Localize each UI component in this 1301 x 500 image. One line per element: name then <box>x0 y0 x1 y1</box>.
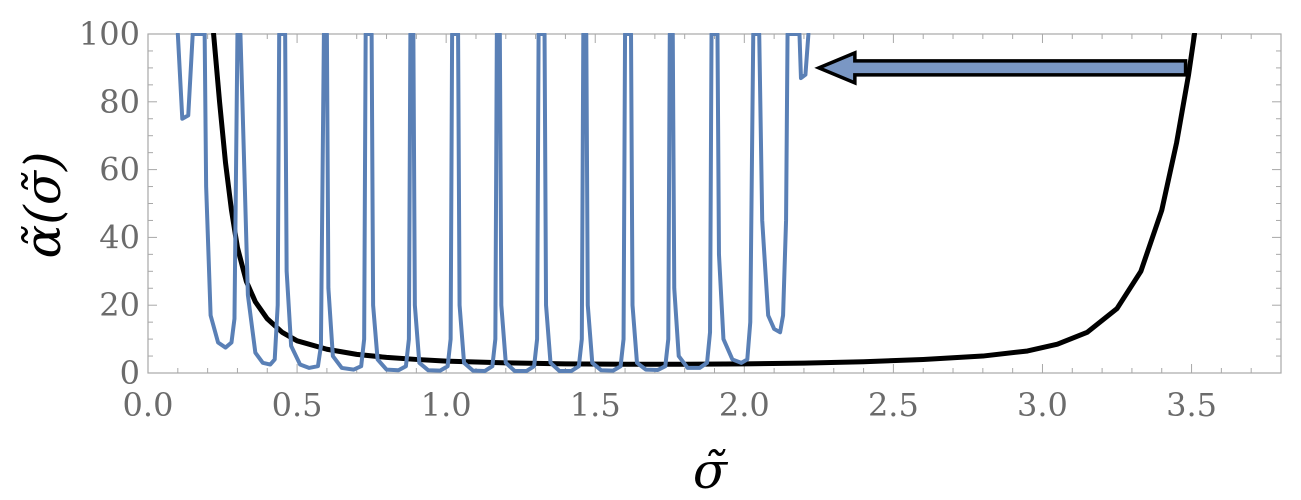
y-tick-label: 100 <box>79 15 140 53</box>
annotation-layer <box>814 50 1188 86</box>
series-layer <box>175 33 1198 373</box>
series-line-black <box>211 33 1198 367</box>
tick-labels: 0.0 0.5 1.0 1.5 2.0 2.5 3.0 3.5 0 20 40 60 80 100 <box>79 15 1217 424</box>
y-tick-label: 0 <box>120 354 140 392</box>
axis-titles: σ̃ α̃(σ̃) <box>14 152 729 500</box>
x-tick-label: 2.0 <box>719 386 770 424</box>
x-tick-label: 2.5 <box>868 386 919 424</box>
x-tick-label: 3.0 <box>1017 386 1068 424</box>
arrow-annotation <box>814 50 1188 86</box>
axis-ticks <box>147 33 1282 374</box>
y-axis-title: α̃(σ̃) <box>14 152 72 259</box>
y-tick-label: 60 <box>99 151 140 189</box>
y-tick-label: 80 <box>99 83 140 121</box>
y-tick-label: 40 <box>99 218 140 256</box>
y-tick-label: 20 <box>99 286 140 324</box>
x-tick-label: 3.5 <box>1166 386 1217 424</box>
series-line-blue <box>175 33 811 373</box>
plot-frame-rect <box>147 33 1282 374</box>
plot-frame <box>147 33 1282 374</box>
x-axis-title: σ̃ <box>693 442 729 500</box>
x-tick-label: 1.0 <box>421 386 472 424</box>
x-tick-label: 1.5 <box>570 386 621 424</box>
x-tick-label: 0.5 <box>272 386 323 424</box>
x-tick-label: 0.0 <box>123 386 174 424</box>
